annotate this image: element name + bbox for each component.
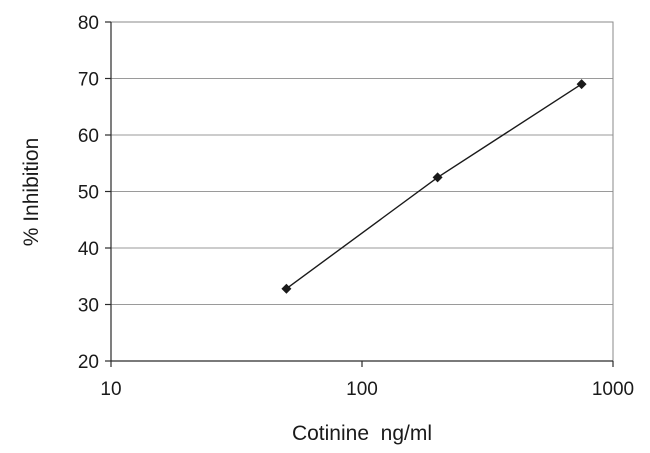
data-point-marker (576, 79, 587, 90)
y-tick-label: 20 (78, 352, 99, 373)
x-tick-label: 100 (346, 379, 378, 400)
data-point-marker (281, 283, 292, 294)
x-axis-title: Cotinine ng/ml (292, 422, 432, 445)
y-axis-title: % Inhibition (20, 138, 43, 247)
ticks: 20 30 40 50 60 70 80 10 100 1000 (78, 13, 634, 400)
gridlines (111, 21, 613, 305)
data-point-marker (432, 172, 443, 183)
series-line (285, 83, 582, 290)
data-marks (281, 79, 587, 294)
x-tick-label: 10 (100, 379, 121, 400)
x-tick-label: 1000 (592, 379, 634, 400)
y-tick-label: 60 (78, 126, 99, 147)
y-tick-label: 70 (78, 70, 99, 91)
y-tick-label: 80 (78, 13, 99, 34)
y-tick-label: 30 (78, 296, 99, 317)
y-tick-label: 50 (78, 183, 99, 204)
y-tick-label: 40 (78, 239, 99, 260)
